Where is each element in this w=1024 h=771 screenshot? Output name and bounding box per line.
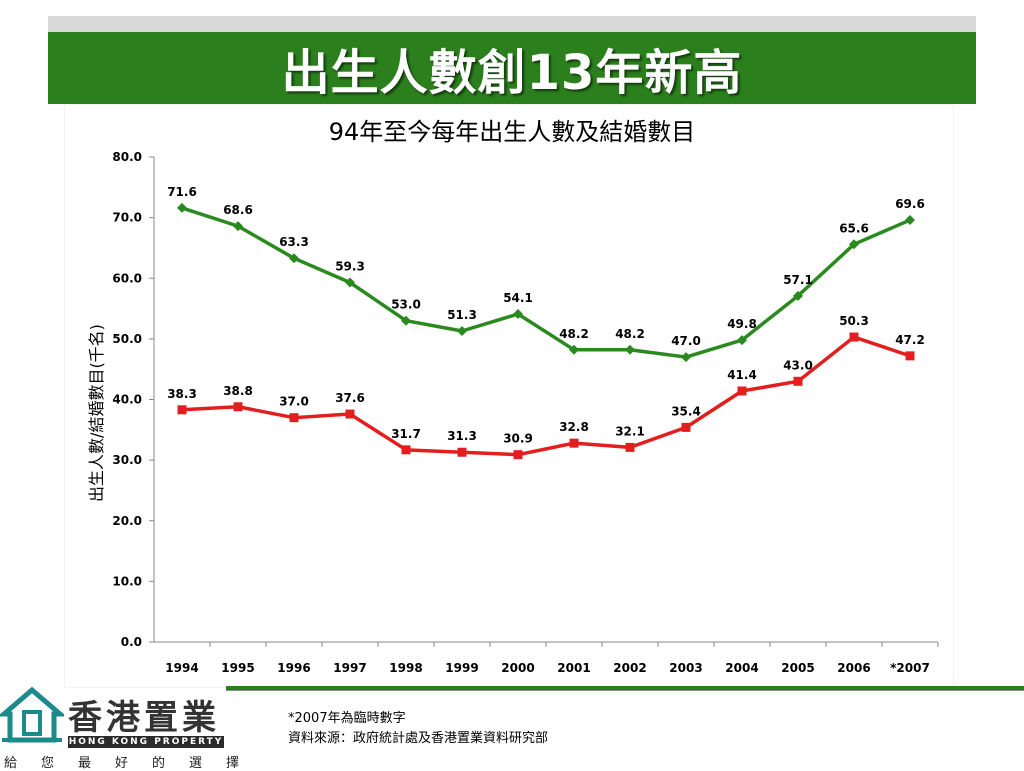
x-tick-label: 2006 [837, 661, 870, 675]
series-1-data-label: 51.3 [447, 308, 477, 322]
series-2-point [793, 376, 803, 386]
series-2-point [289, 413, 299, 423]
series-2-point [345, 409, 355, 419]
series-2-point [233, 402, 243, 412]
x-tick-label: 2003 [669, 661, 702, 675]
y-tick-label: 30.0 [112, 453, 142, 467]
series-1-point [849, 239, 859, 250]
series-1-data-label: 53.0 [391, 298, 421, 312]
series-line-2 [181, 335, 911, 457]
house-logo-icon [0, 684, 64, 744]
series-1-data-label: 49.8 [727, 317, 757, 331]
series-1-point [345, 277, 355, 288]
x-tick-label: 1994 [165, 661, 198, 675]
series-2-data-label: 43.0 [783, 358, 813, 372]
series-line-1 [181, 206, 911, 359]
series-2-point [849, 332, 859, 342]
series-2-point [177, 405, 187, 415]
series-2-data-label: 31.3 [447, 429, 477, 443]
chart-frame [64, 104, 954, 688]
footnote-provisional: *2007年為臨時數字 [288, 711, 406, 726]
series-1-point [569, 344, 579, 355]
series-1-point [625, 344, 635, 355]
logo-name: 香港置業 [68, 698, 220, 738]
series-2-data-label: 47.2 [895, 333, 925, 347]
series-1-data-label: 63.3 [279, 235, 309, 249]
series-2-point [513, 450, 523, 460]
series-1-data-label: 48.2 [615, 327, 645, 341]
y-tick-label: 70.0 [112, 211, 142, 225]
x-tick-label: 1996 [277, 661, 310, 675]
logo-slogan: 給您最好的選擇 [4, 756, 264, 771]
series-2-data-label: 35.4 [671, 404, 701, 418]
y-tick-label: 80.0 [112, 150, 142, 164]
series-2-point [681, 422, 691, 432]
series-2-data-label: 32.1 [615, 424, 645, 438]
y-tick-label: 50.0 [112, 332, 142, 346]
series-1-point [737, 335, 747, 346]
x-tick-label: *2007 [890, 661, 930, 675]
x-tick-label: 2002 [613, 661, 646, 675]
series-1-data-label: 71.6 [167, 185, 197, 199]
series-1-data-label: 57.1 [783, 273, 813, 287]
x-tick-label: 2005 [781, 661, 814, 675]
series-2-data-label: 37.6 [335, 391, 365, 405]
series-2-data-label: 38.8 [223, 384, 253, 398]
x-tick-label: 2000 [501, 661, 534, 675]
series-2-data-label: 38.3 [167, 387, 197, 401]
series-1-data-label: 59.3 [335, 259, 365, 273]
x-tick-label: 2001 [557, 661, 590, 675]
logo-english: HONG KONG PROPERTY [68, 736, 224, 748]
series-2-data-label: 50.3 [839, 314, 869, 328]
x-tick-label: 1995 [221, 661, 254, 675]
footer-divider [226, 686, 1024, 691]
series-2-point [569, 438, 579, 448]
series-2-point [625, 442, 635, 452]
x-tick-label: 1999 [445, 661, 478, 675]
series-1-data-label: 54.1 [503, 291, 533, 305]
series-2-data-label: 41.4 [727, 368, 757, 382]
series-1-data-label: 69.6 [895, 197, 925, 211]
series-1-data-label: 47.0 [671, 334, 701, 348]
series-1-point [681, 352, 691, 363]
series-1-point [457, 325, 467, 336]
y-tick-label: 0.0 [121, 635, 142, 649]
series-2-data-label: 32.8 [559, 420, 589, 434]
x-tick-label: 1998 [389, 661, 422, 675]
series-1-point [905, 215, 915, 226]
y-axis-title: 出生人數/結婚數目(千名) [87, 324, 106, 502]
y-tick-label: 10.0 [112, 574, 142, 588]
series-2-data-label: 31.7 [391, 427, 421, 441]
series-2-data-label: 37.0 [279, 395, 309, 409]
series-2-point [457, 447, 467, 457]
series-1-data-label: 65.6 [839, 221, 869, 235]
chart-title: 94年至今每年出生人數及結婚數目 [328, 118, 696, 146]
x-tick-label: 2004 [725, 661, 758, 675]
y-tick-label: 60.0 [112, 271, 142, 285]
title-banner: 出生人數創13年新高 [48, 32, 976, 104]
series-1-data-label: 68.6 [223, 203, 253, 217]
series-1-point [401, 315, 411, 326]
series-2-data-label: 30.9 [503, 432, 533, 446]
series-1-data-label: 48.2 [559, 327, 589, 341]
y-tick-label: 40.0 [112, 393, 142, 407]
series-1-point [289, 253, 299, 264]
series-1-point [513, 309, 523, 320]
series-1-point [793, 290, 803, 301]
series-2-point [905, 351, 915, 361]
x-tick-label: 1997 [333, 661, 366, 675]
footnote-source: 資料來源：政府統計處及香港置業資料研究部 [288, 731, 549, 746]
series-2-point [737, 386, 747, 396]
y-tick-label: 20.0 [112, 514, 142, 528]
series-1-point [233, 221, 243, 232]
series-1-point [177, 202, 187, 213]
top-strip [48, 16, 976, 32]
page-title: 出生人數創13年新高 [281, 45, 743, 101]
series-2-point [401, 445, 411, 455]
